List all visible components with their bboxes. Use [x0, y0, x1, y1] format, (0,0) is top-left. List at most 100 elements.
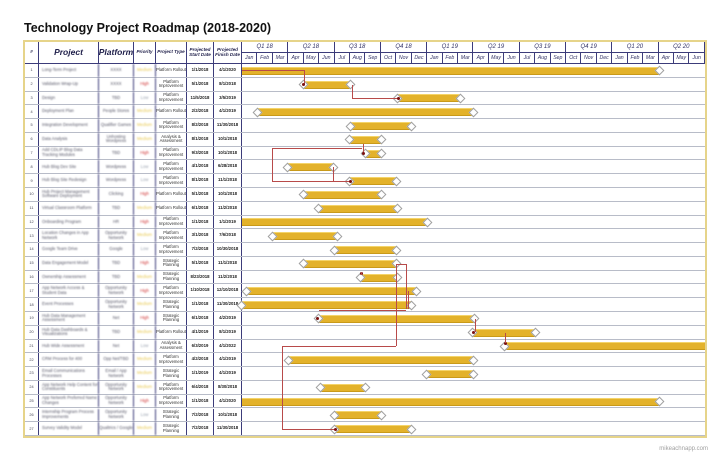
cell-priority: Medium [134, 229, 156, 243]
table-row[interactable]: 5 Integration Development Qualifier Games M… [25, 119, 705, 133]
cell-platform: TBD [99, 146, 134, 160]
cell-start: 7/2/2018 [187, 422, 214, 436]
table-row[interactable]: 3 Design TBD Low Platform Improvement 11/5/20… [25, 91, 705, 106]
header-type: Project Type [156, 42, 187, 64]
gantt-bar[interactable] [242, 397, 659, 406]
gantt-bar[interactable] [242, 218, 428, 227]
table-row[interactable]: 4 Deployment Plan People Stores Medium Platf… [25, 105, 705, 120]
table-row[interactable]: 20 Hub Data Dashboards & Visualizations TB… [25, 325, 705, 340]
table-row[interactable]: 16 Ownership Assessment TBD Medium Strategic… [25, 270, 705, 285]
cell-project: Data Engagement Model [39, 256, 99, 270]
gantt-bar[interactable] [257, 108, 474, 117]
gantt-bar[interactable] [272, 232, 338, 241]
cell-finish: 10/1/2018 [214, 146, 242, 160]
table-row[interactable]: 1 Long-Term Project XXXX Medium Platform Rol… [25, 64, 705, 78]
table-row[interactable]: 7 Add CDLIP Blog Data Tracking Modules TBD… [25, 146, 705, 161]
table-row[interactable]: 23 Email Communications Processes Email / … [25, 367, 705, 381]
cell-finish: 4/1/2020 [214, 64, 242, 77]
gantt-bar[interactable] [366, 149, 381, 158]
cell-priority: Medium [134, 270, 156, 284]
cell-finish: 10/1/2018 [214, 408, 242, 422]
gantt-bar[interactable] [335, 425, 412, 434]
cell-start: 9/3/2018 [187, 146, 214, 160]
cell-start: 1/1/2018 [187, 394, 214, 408]
cell-project: Data Analysis [39, 132, 99, 146]
dependency-link [272, 147, 273, 182]
gantt-bar[interactable] [427, 370, 474, 379]
gantt-bar[interactable] [320, 383, 365, 392]
cell-finish: 3/5/2019 [214, 91, 242, 105]
cell-start: 7/2/2018 [187, 408, 214, 422]
gantt-bar[interactable] [246, 287, 417, 296]
table-row[interactable]: 24 App Network Help Content for Constitue… [25, 380, 705, 395]
cell-platform: Unhosting Wordpress [99, 132, 134, 146]
table-row[interactable]: 6 Data Analysis Unhosting Wordpress Medium A… [25, 132, 705, 147]
header-project: Project [39, 42, 99, 64]
cell-type: Platform Improvement [156, 243, 187, 256]
gantt-bar[interactable] [303, 190, 381, 199]
gantt-bar[interactable] [398, 94, 461, 103]
table-row[interactable]: 13 Location Changes in App Network Opportu… [25, 229, 705, 244]
quarter-header: Q2 20 [658, 42, 705, 53]
cell-finish: 11/30/2018 [214, 422, 242, 436]
gantt-bar[interactable] [350, 135, 381, 144]
dependency-link [408, 291, 410, 310]
month-header: May [674, 53, 690, 64]
quarter-header: Q1 20 [612, 42, 659, 53]
gantt-bar[interactable] [335, 246, 396, 255]
table-row[interactable]: 19 Hub Data Management Assessment Net High S… [25, 312, 705, 326]
table-row[interactable]: 22 CRM Process for 400 Opp Net/TBD Medium Pl… [25, 353, 705, 368]
gantt-bar[interactable] [303, 80, 350, 89]
month-header: Aug [535, 53, 551, 64]
cell-type: Strategic Planning [156, 256, 187, 270]
gantt-bar[interactable] [350, 177, 397, 186]
gantt-bar[interactable] [242, 66, 659, 75]
gantt-bar[interactable] [473, 328, 536, 337]
cell-start: 8/23/2018 [187, 270, 214, 284]
table-row[interactable]: 12 Onboarding Program HR High Platform Impro… [25, 215, 705, 230]
cell-start: 5/1/2018 [187, 77, 214, 91]
cell-finish: 4/1/2022 [214, 339, 242, 353]
table-row[interactable]: 10 Hub Project Management Software Deploy… [25, 188, 705, 202]
month-header: Jun [504, 53, 520, 64]
cell-project: Integration Development [39, 119, 99, 132]
gantt-bar[interactable] [361, 273, 397, 282]
cell-priority: Medium [134, 119, 156, 132]
header-start: Projected Start Date [187, 42, 214, 64]
cell-priority: Medium [134, 367, 156, 380]
gantt-bar[interactable] [303, 259, 397, 268]
table-row[interactable]: 11 Virtual Classroom Platform TBD Medium Pla… [25, 201, 705, 216]
table-row[interactable]: 27 Survey Validity Model Qualtrics / Googl… [25, 422, 705, 437]
table-row[interactable]: 26 Internship Program Process Improvement… [25, 408, 705, 423]
cell-platform: HR [99, 215, 134, 229]
cell-start: 6/1/2018 [187, 201, 214, 215]
table-row[interactable]: 9 Hub Blog Site Redesign Wordpress Low Platf… [25, 174, 705, 188]
cell-project: Survey Validity Model [39, 422, 99, 436]
cell-platform: TBD [99, 256, 134, 270]
gantt-bar[interactable] [505, 342, 705, 351]
cell-priority: Medium [134, 380, 156, 394]
month-header: Nov [396, 53, 412, 64]
gantt-bar[interactable] [288, 163, 334, 172]
quarter-header: Q2 19 [473, 42, 520, 53]
table-row[interactable]: 8 Hub Blog Dev Site Wordpress Low Platform I… [25, 160, 705, 175]
table-row[interactable]: 14 Google Team Drive Google Low Platform Imp… [25, 243, 705, 257]
gantt-bar[interactable] [335, 411, 381, 420]
month-header: Jan [427, 53, 443, 64]
table-row[interactable]: 18 Event Processes Opportunity Network Medi… [25, 298, 705, 313]
table-row[interactable]: 25 App Network Preferred Name Changes Oppo… [25, 394, 705, 409]
cell-num: 16 [25, 270, 39, 284]
cell-start: 4/1/2018 [187, 160, 214, 174]
gantt-bar[interactable] [319, 204, 397, 213]
table-row[interactable]: 15 Data Engagement Model TBD High Strategic … [25, 256, 705, 271]
dependency-link [361, 271, 363, 275]
cell-num: 5 [25, 119, 39, 132]
table-row[interactable]: 21 Hub Wide Assessment Net Low Analysis & As… [25, 339, 705, 354]
table-row[interactable]: 2 Validation Wrap-Up XXXX High Platform Impr… [25, 77, 705, 92]
gantt-bar[interactable] [288, 356, 474, 365]
month-header: Oct [380, 53, 397, 64]
cell-priority: Low [134, 243, 156, 256]
gantt-bar[interactable] [242, 301, 412, 310]
table-row[interactable]: 17 App Network Access & Student Data Oppor… [25, 284, 705, 299]
gantt-bar[interactable] [350, 122, 412, 130]
